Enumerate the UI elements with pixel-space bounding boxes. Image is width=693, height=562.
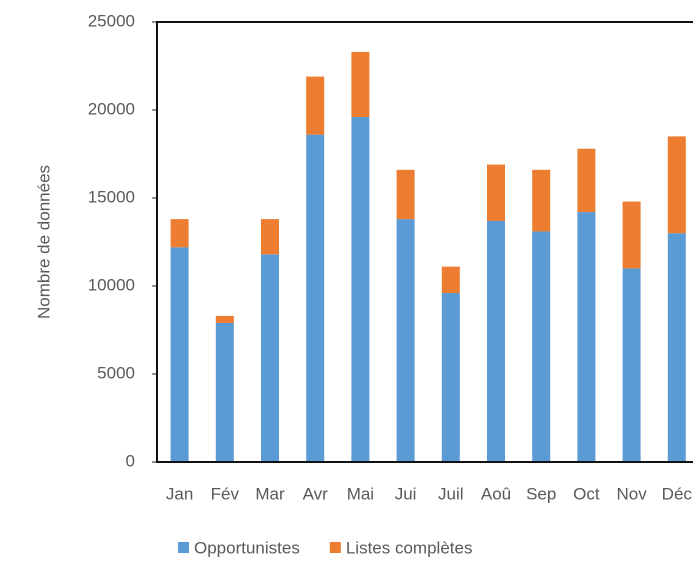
bar-segment — [170, 247, 189, 462]
bar-segment — [577, 148, 596, 213]
bar-segment — [622, 268, 641, 462]
bar-segment — [396, 219, 415, 462]
bar-segment — [261, 254, 279, 462]
legend-swatch — [178, 542, 189, 553]
y-tick-label: 20000 — [88, 99, 135, 118]
x-tick-label: Aoû — [481, 484, 511, 503]
y-tick-label: 15000 — [88, 187, 135, 206]
bar-segment — [215, 322, 234, 462]
y-axis-label: Nombre de données — [34, 165, 53, 319]
x-tick-label: Sep — [526, 484, 556, 503]
bar-segment — [667, 233, 686, 462]
x-tick-label: Fév — [211, 484, 240, 503]
x-tick-label: Juil — [438, 484, 464, 503]
bar-segment — [261, 219, 279, 255]
bar-segment — [441, 266, 460, 294]
x-tick-label: Mai — [347, 484, 374, 503]
bar-segment — [215, 315, 234, 323]
x-tick-label: Jui — [395, 484, 417, 503]
bar-segment — [441, 293, 460, 462]
legend-label: Listes complètes — [346, 538, 473, 557]
bar-segment — [351, 117, 370, 462]
x-tick-label: Mar — [255, 484, 285, 503]
bar-segment — [487, 164, 505, 221]
y-tick-label: 25000 — [88, 11, 135, 30]
y-tick-label: 5000 — [97, 363, 135, 382]
legend-label: Opportunistes — [194, 538, 300, 557]
bar-segment — [170, 219, 189, 248]
plot-frame — [156, 21, 693, 463]
bar-segment — [577, 212, 596, 462]
legend-swatch — [329, 542, 341, 553]
x-tick-label: Déc — [662, 484, 693, 503]
bar-segment — [306, 134, 325, 462]
y-tick-label: 0 — [126, 451, 135, 470]
x-tick-label: Nov — [616, 484, 647, 503]
x-tick-label: Oct — [573, 484, 600, 503]
bar-segment — [306, 76, 325, 135]
bar-segment — [622, 201, 641, 269]
x-tick-label: Avr — [303, 484, 329, 503]
x-tick-label: Jan — [166, 484, 193, 503]
bar-segment — [532, 231, 551, 462]
bar-segment — [532, 169, 551, 232]
bar-segment — [396, 169, 415, 220]
bar-segment — [667, 136, 686, 234]
y-tick-label: 10000 — [88, 275, 135, 294]
bar-segment — [487, 220, 505, 462]
bar-segment — [351, 51, 370, 118]
